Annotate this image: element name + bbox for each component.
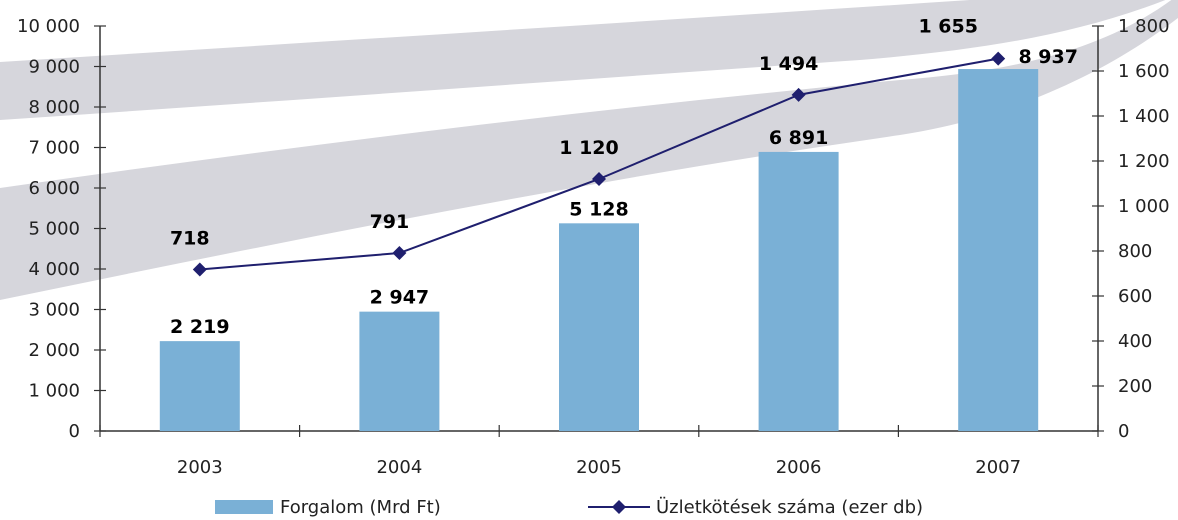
y-right-tick-label: 1 000 <box>1118 196 1170 217</box>
legend-swatch-bar <box>215 500 273 514</box>
background-band-upper <box>0 0 1166 120</box>
y-left-tick-label: 10 000 <box>17 16 80 37</box>
y-right-tick-label: 800 <box>1118 241 1152 262</box>
data-labels: 2 219 2 947 5 128 6 891 8 937 718 791 1 120 1 49… <box>170 16 1078 339</box>
line-point <box>991 51 1006 66</box>
background-bands <box>0 0 1178 300</box>
bar <box>758 151 839 432</box>
y-right-tick-label: 1 400 <box>1118 106 1170 127</box>
x-tick-label: 2007 <box>975 457 1021 478</box>
legend: Forgalom (Mrd Ft) Üzletkötések száma (eze… <box>215 496 923 518</box>
y-left-tick-label: 1 000 <box>28 381 80 402</box>
bar-data-label: 8 937 <box>1018 46 1078 68</box>
y-left-tick-label: 0 <box>69 421 80 442</box>
y-right-tick-label: 600 <box>1118 286 1152 307</box>
axes: 0 1 000 2 000 3 000 4 000 5 000 6 000 7 000 8 00… <box>17 16 1170 478</box>
y-right-tick-label: 400 <box>1118 331 1152 352</box>
background-band-lower <box>0 0 1178 300</box>
x-tick-label: 2006 <box>776 457 822 478</box>
bar-data-label: 5 128 <box>569 198 629 220</box>
legend-label-bar: Forgalom (Mrd Ft) <box>280 497 441 518</box>
x-tick-label: 2004 <box>376 457 422 478</box>
y-left-tick-label: 5 000 <box>28 219 80 240</box>
y-left-tick-label: 3 000 <box>28 300 80 321</box>
legend-label-line: Üzletkötések száma (ezer db) <box>656 496 923 518</box>
bar <box>559 223 639 431</box>
y-left-tick-label: 9 000 <box>28 57 80 78</box>
bar <box>159 341 240 431</box>
y-right-tick-label: 1 800 <box>1118 16 1170 37</box>
y-left-tick-label: 4 000 <box>28 259 80 280</box>
line-series <box>192 51 1006 277</box>
line-data-label: 791 <box>370 211 410 233</box>
line-point <box>392 246 407 261</box>
line-point <box>592 172 606 186</box>
y-right-tick-label: 1 200 <box>1118 151 1170 172</box>
y-left-tick-label: 6 000 <box>28 178 80 199</box>
bar <box>359 311 440 431</box>
bar-data-label: 2 947 <box>370 287 430 309</box>
line-data-label: 1 120 <box>559 137 619 159</box>
y-left-tick-label: 2 000 <box>28 340 80 361</box>
y-right-tick-label: 0 <box>1118 421 1129 442</box>
x-tick-label: 2003 <box>177 457 223 478</box>
x-tick-label: 2005 <box>576 457 622 478</box>
bar-data-label: 2 219 <box>170 316 230 338</box>
y-left-tick-label: 8 000 <box>28 97 80 118</box>
line-data-label: 1 494 <box>759 53 819 75</box>
line-point <box>791 87 806 102</box>
bar-series <box>159 69 1039 432</box>
y-right-tick-label: 200 <box>1118 376 1152 397</box>
legend-marker-line <box>612 500 626 514</box>
line-point <box>192 262 207 277</box>
bar-data-label: 6 891 <box>769 127 829 149</box>
bar <box>958 69 1039 431</box>
line-data-label: 718 <box>170 227 210 249</box>
y-right-tick-label: 1 600 <box>1118 61 1170 82</box>
line-data-label: 1 655 <box>918 16 978 38</box>
y-left-tick-label: 7 000 <box>28 138 80 159</box>
